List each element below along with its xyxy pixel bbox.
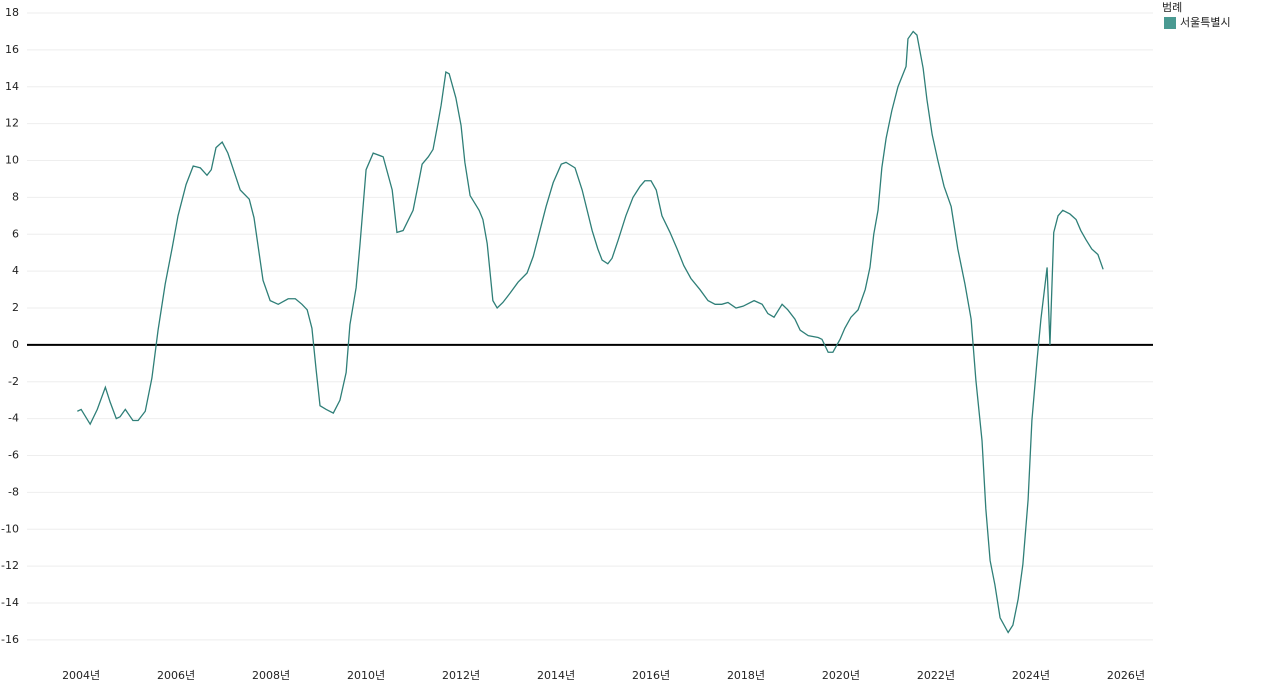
x-tick-label: 2008년 [252,669,290,682]
x-tick-label: 2012년 [442,669,480,682]
x-tick-label: 2016년 [632,669,670,682]
x-tick-label: 2006년 [157,669,195,682]
x-tick-label: 2024년 [1012,669,1050,682]
y-tick-label: -14 [1,596,19,609]
legend-title: 범례 [1162,1,1182,14]
y-tick-label: 18 [5,6,19,19]
data-line [77,30,1104,634]
y-tick-label: -6 [8,449,19,462]
y-tick-label: 8 [12,190,19,203]
y-tick-label: -4 [8,412,19,425]
y-tick-label: 12 [5,117,19,130]
legend-label: 서울특별시 [1180,16,1231,29]
y-tick-label: -10 [1,522,19,535]
x-tick-label: 2022년 [917,669,955,682]
y-tick-label: 16 [5,43,19,56]
legend-swatch [1164,17,1176,29]
y-tick-label: 0 [12,338,19,351]
y-tick-label: 2 [12,301,19,314]
y-tick-label: 6 [12,227,19,240]
y-tick-label: -12 [1,559,19,572]
x-tick-label: 2014년 [537,669,575,682]
y-tick-label: 10 [5,154,19,167]
y-tick-label: 14 [5,80,19,93]
y-tick-label: -16 [1,633,19,646]
x-tick-label: 2020년 [822,669,860,682]
y-tick-label: -2 [8,375,19,388]
x-tick-label: 2018년 [727,669,765,682]
x-tick-label: 2010년 [347,669,385,682]
y-tick-label: 4 [12,264,19,277]
x-tick-label: 2004년 [62,669,100,682]
y-tick-label: -8 [8,485,19,498]
x-tick-label: 2026년 [1107,669,1145,682]
